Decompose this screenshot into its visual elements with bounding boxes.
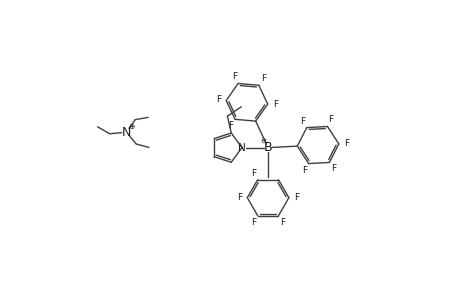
Text: F: F (251, 169, 256, 178)
Text: F: F (299, 117, 304, 126)
Text: F: F (330, 164, 336, 173)
Text: F: F (216, 95, 221, 104)
Text: ⊕: ⊕ (129, 122, 134, 131)
Text: F: F (232, 72, 237, 81)
Text: F: F (236, 193, 241, 202)
Text: F: F (279, 218, 284, 227)
Text: F: F (251, 218, 256, 227)
Text: N: N (237, 143, 245, 153)
Text: N: N (122, 126, 131, 139)
Text: F: F (343, 139, 348, 148)
Text: B: B (263, 141, 272, 154)
Text: F: F (302, 166, 307, 175)
Text: F: F (328, 115, 333, 124)
Text: F: F (228, 121, 233, 130)
Text: F: F (260, 74, 265, 83)
Text: F: F (272, 100, 277, 109)
Text: F: F (293, 193, 298, 202)
Text: ⊖: ⊖ (260, 138, 266, 144)
